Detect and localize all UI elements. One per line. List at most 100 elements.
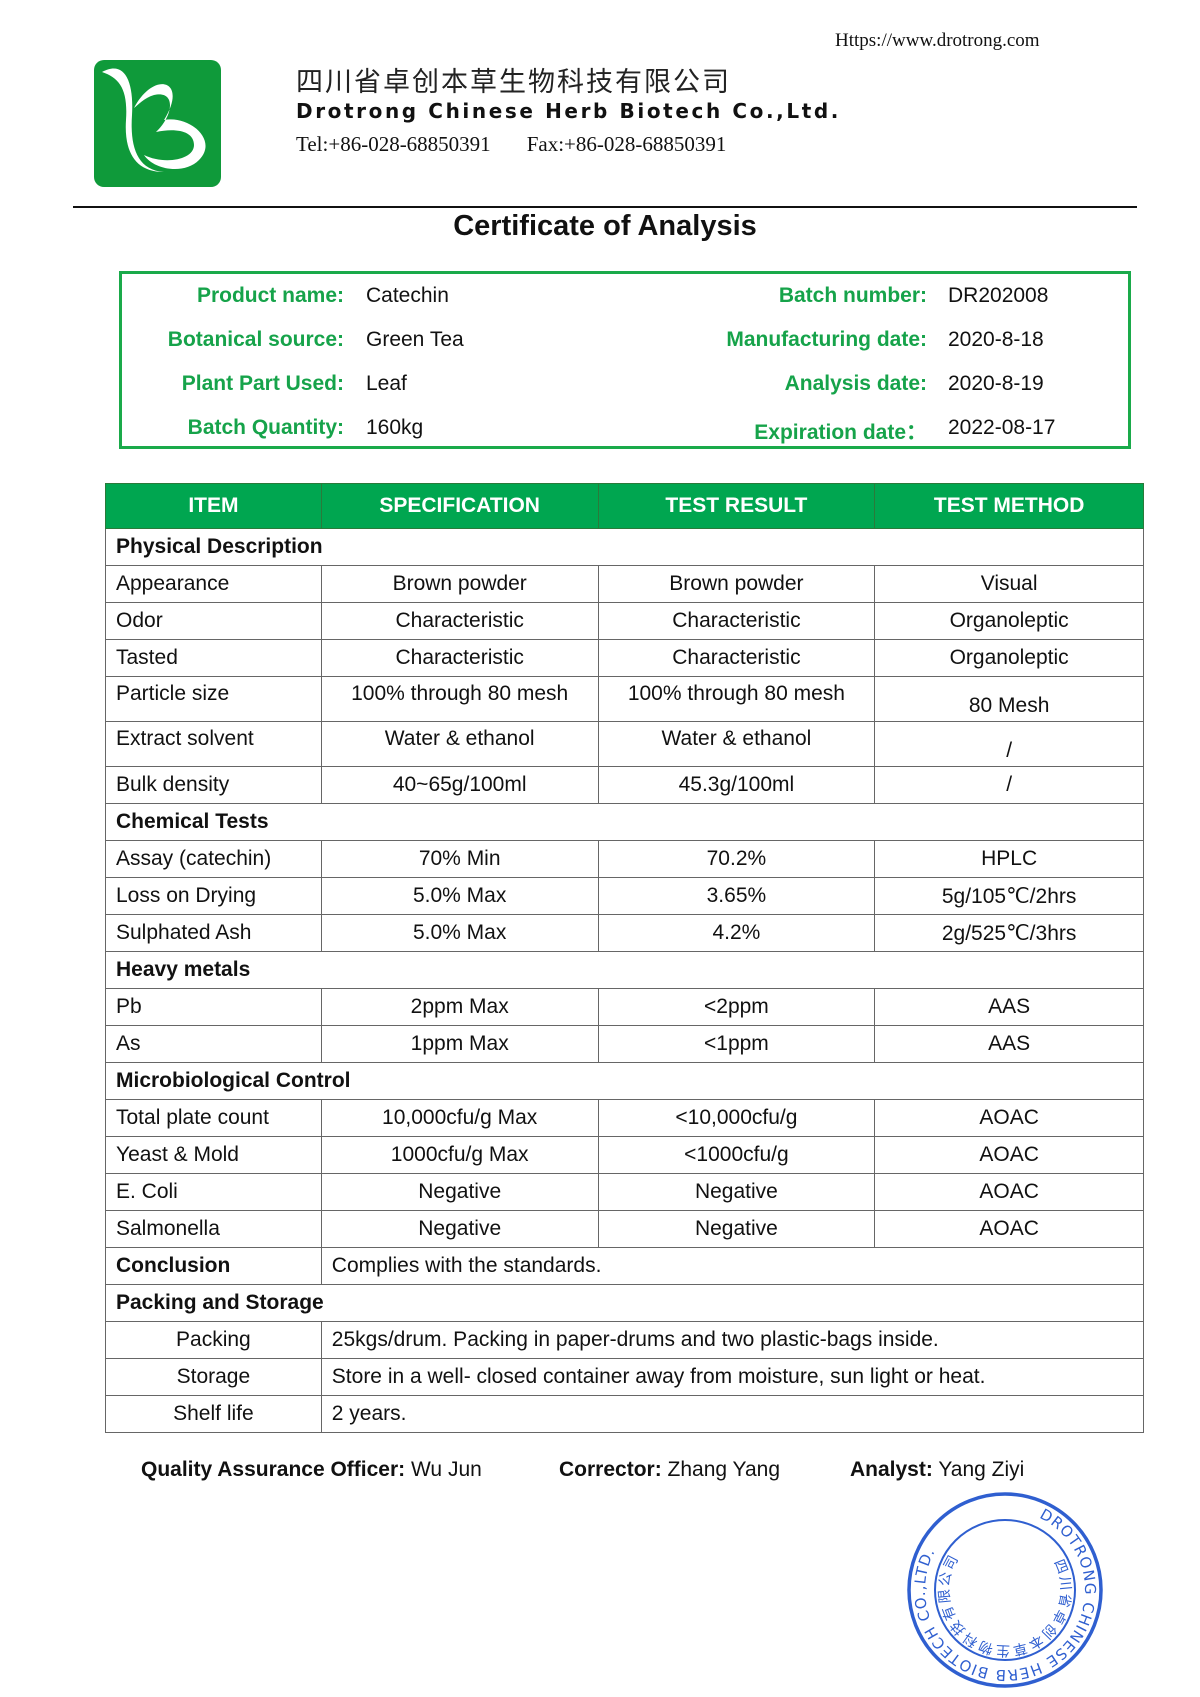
cell-test-method: AAS <box>874 988 1144 1026</box>
signature-qa-officer: Quality Assurance Officer: Wu Jun <box>141 1458 482 1482</box>
cell-test-result: 3.65% <box>597 877 876 915</box>
cell-test-result: Negative <box>597 1210 876 1248</box>
analyst-label: Analyst: <box>850 1458 933 1481</box>
cell-item: Appearance <box>105 565 322 603</box>
cell-specification: 40~65g/100ml <box>320 766 599 804</box>
cell-specification: 70% Min <box>320 840 599 878</box>
cell-specification: Negative <box>320 1210 599 1248</box>
conclusion-value: Complies with the standards. <box>320 1247 1145 1285</box>
cell-test-method: / <box>874 721 1144 767</box>
packing-value: 25kgs/drum. Packing in paper-drums and t… <box>320 1321 1145 1359</box>
header-divider <box>73 206 1137 208</box>
table-row: Particle size 100% through 80 mesh 100% th… <box>105 676 1144 722</box>
packing-row: Packing 25kgs/drum. Packing in paper-drum… <box>105 1321 1145 1359</box>
batch-number-value: DR202008 <box>948 284 1049 307</box>
cell-test-result: Water & ethanol <box>597 721 876 767</box>
table-row: Tasted Characteristic Characteristic Organo… <box>105 639 1144 677</box>
cell-item: Odor <box>105 602 322 640</box>
cell-specification: 10,000cfu/g Max <box>320 1099 599 1137</box>
packing-value: Store in a well- closed container away f… <box>320 1358 1145 1396</box>
cell-test-method: 2g/525℃/3hrs <box>874 914 1144 952</box>
cell-test-method: AOAC <box>874 1136 1144 1174</box>
cell-specification: Characteristic <box>320 602 599 640</box>
cell-test-result: 45.3g/100ml <box>597 766 876 804</box>
botanical-source-value: Green Tea <box>366 328 464 351</box>
table-row: Yeast & Mold 1000cfu/g Max <1000cfu/g AOAC <box>105 1136 1144 1174</box>
cell-specification: Characteristic <box>320 639 599 677</box>
section-microbiological: Microbiological Control <box>105 1062 1144 1100</box>
analysis-table: ITEM SPECIFICATION TEST RESULT TEST METH… <box>105 483 1145 1433</box>
batch-number-label: Batch number: <box>778 284 927 307</box>
cell-item: Extract solvent <box>105 721 322 767</box>
cell-test-result: 70.2% <box>597 840 876 878</box>
table-row: Assay (catechin) 70% Min 70.2% HPLC <box>105 840 1144 878</box>
cell-item: Particle size <box>105 676 322 722</box>
signature-analyst: Analyst: Yang Ziyi <box>850 1458 1024 1482</box>
header-specification: SPECIFICATION <box>320 483 599 529</box>
cell-item: Pb <box>105 988 322 1026</box>
company-seal-stamp: DROTRONG CHINESE HERB BIOTECH CO.,LTD. 四… <box>907 1492 1103 1688</box>
signature-corrector: Corrector: Zhang Yang <box>559 1458 780 1482</box>
table-row: Odor Characteristic Characteristic Organole… <box>105 602 1144 640</box>
qa-name: Wu Jun <box>410 1458 482 1481</box>
telephone: Tel:+86-028-68850391 <box>296 132 491 156</box>
cell-test-method: HPLC <box>874 840 1144 878</box>
cell-item: Assay (catechin) <box>105 840 322 878</box>
cell-test-result: Brown powder <box>597 565 876 603</box>
table-row: Extract solvent Water & ethanol Water & et… <box>105 721 1144 767</box>
botanical-source-label: Botanical source: <box>167 328 344 351</box>
section-chemical: Chemical Tests <box>105 803 1144 841</box>
cell-item: Total plate count <box>105 1099 322 1137</box>
contact-line: Tel:+86-028-68850391 Fax:+86-028-68850391 <box>296 132 762 157</box>
cell-item: E. Coli <box>105 1173 322 1211</box>
section-packing-storage: Packing and Storage <box>105 1284 1144 1322</box>
cell-item: Bulk density <box>105 766 322 804</box>
packing-label: Storage <box>105 1358 322 1396</box>
table-row: Loss on Drying 5.0% Max 3.65% 5g/105℃/2hrs <box>105 877 1144 915</box>
cell-item: Yeast & Mold <box>105 1136 322 1174</box>
cell-item: Tasted <box>105 639 322 677</box>
cell-specification: 1000cfu/g Max <box>320 1136 599 1174</box>
cell-specification: Water & ethanol <box>320 721 599 767</box>
cell-specification: Brown powder <box>320 565 599 603</box>
expiration-date-value: 2022-08-17 <box>948 416 1056 439</box>
conclusion-label: Conclusion <box>105 1247 322 1285</box>
plant-part-value: Leaf <box>366 372 407 395</box>
cell-test-method: 80 Mesh <box>874 676 1144 722</box>
packing-label: Packing <box>105 1321 322 1359</box>
header-test-method: TEST METHOD <box>874 483 1144 529</box>
cell-test-method: 5g/105℃/2hrs <box>874 877 1144 915</box>
cell-specification: 2ppm Max <box>320 988 599 1026</box>
header-test-result: TEST RESULT <box>597 483 876 529</box>
cell-specification: 5.0% Max <box>320 914 599 952</box>
header-item: ITEM <box>105 483 322 529</box>
cell-test-result: <2ppm <box>597 988 876 1026</box>
cell-test-result: Negative <box>597 1173 876 1211</box>
cell-item: Loss on Drying <box>105 877 322 915</box>
table-row: Pb 2ppm Max <2ppm AAS <box>105 988 1144 1026</box>
cell-test-method: AOAC <box>874 1173 1144 1211</box>
cell-test-method: / <box>874 766 1144 804</box>
table-row: Bulk density 40~65g/100ml 45.3g/100ml / <box>105 766 1144 804</box>
cell-specification: Negative <box>320 1173 599 1211</box>
cell-test-method: Organoleptic <box>874 602 1144 640</box>
product-name-value: Catechin <box>366 284 449 307</box>
cell-test-result: 4.2% <box>597 914 876 952</box>
table-row: Salmonella Negative Negative AOAC <box>105 1210 1144 1248</box>
fax: Fax:+86-028-68850391 <box>526 132 727 156</box>
packing-value: 2 years. <box>320 1395 1145 1433</box>
analysis-date-label: Analysis date: <box>784 372 927 395</box>
table-row: Appearance Brown powder Brown powder Visual <box>105 565 1144 603</box>
batch-quantity-value: 160kg <box>366 416 424 439</box>
plant-part-label: Plant Part Used: <box>181 372 344 395</box>
company-logo <box>94 60 221 187</box>
cell-item: Salmonella <box>105 1210 322 1248</box>
conclusion-row: Conclusion Complies with the standards. <box>105 1247 1145 1285</box>
section-physical: Physical Description <box>105 528 1144 566</box>
cell-test-result: <1ppm <box>597 1025 876 1063</box>
cell-test-method: Visual <box>874 565 1144 603</box>
cell-test-result: 100% through 80 mesh <box>597 676 876 722</box>
table-header: ITEM SPECIFICATION TEST RESULT TEST METH… <box>105 483 1144 529</box>
qa-label: Quality Assurance Officer: <box>141 1458 406 1481</box>
cell-test-result: <1000cfu/g <box>597 1136 876 1174</box>
